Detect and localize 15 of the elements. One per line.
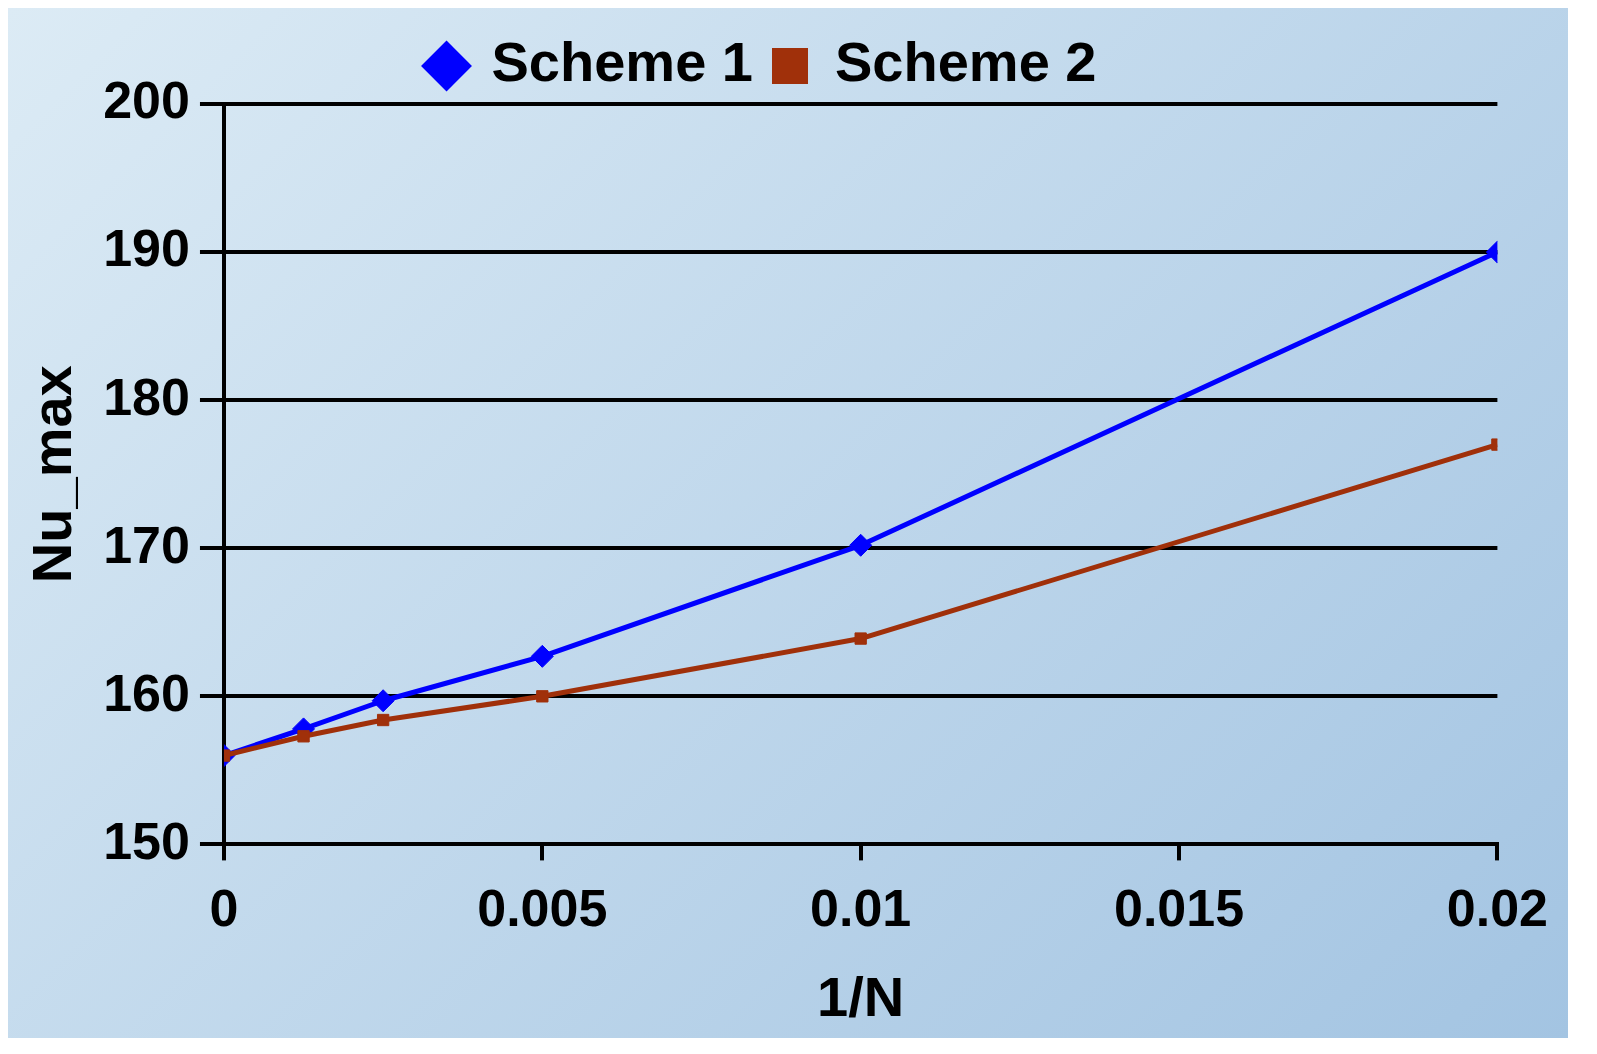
y-axis-title: Nu_max bbox=[20, 365, 84, 584]
x-tick-label: 0.005 bbox=[477, 878, 608, 937]
y-tick-label: 150 bbox=[103, 811, 190, 870]
legend-label: Scheme 1 bbox=[491, 30, 754, 94]
y-tick-label: 160 bbox=[103, 663, 190, 722]
y-tick-label: 170 bbox=[103, 515, 190, 574]
y-tick-label: 180 bbox=[103, 367, 190, 426]
x-tick-label: 0.015 bbox=[1113, 878, 1245, 937]
x-axis-title: 1/N bbox=[817, 964, 905, 1028]
legend-label: Scheme 2 bbox=[835, 30, 1097, 94]
y-tick-label: 200 bbox=[103, 71, 190, 130]
x-tick-label: 0.01 bbox=[810, 878, 912, 937]
y-tick-label: 190 bbox=[103, 219, 190, 278]
x-tick-label: 0 bbox=[209, 878, 239, 937]
x-tick-label: 0.02 bbox=[1446, 878, 1549, 937]
